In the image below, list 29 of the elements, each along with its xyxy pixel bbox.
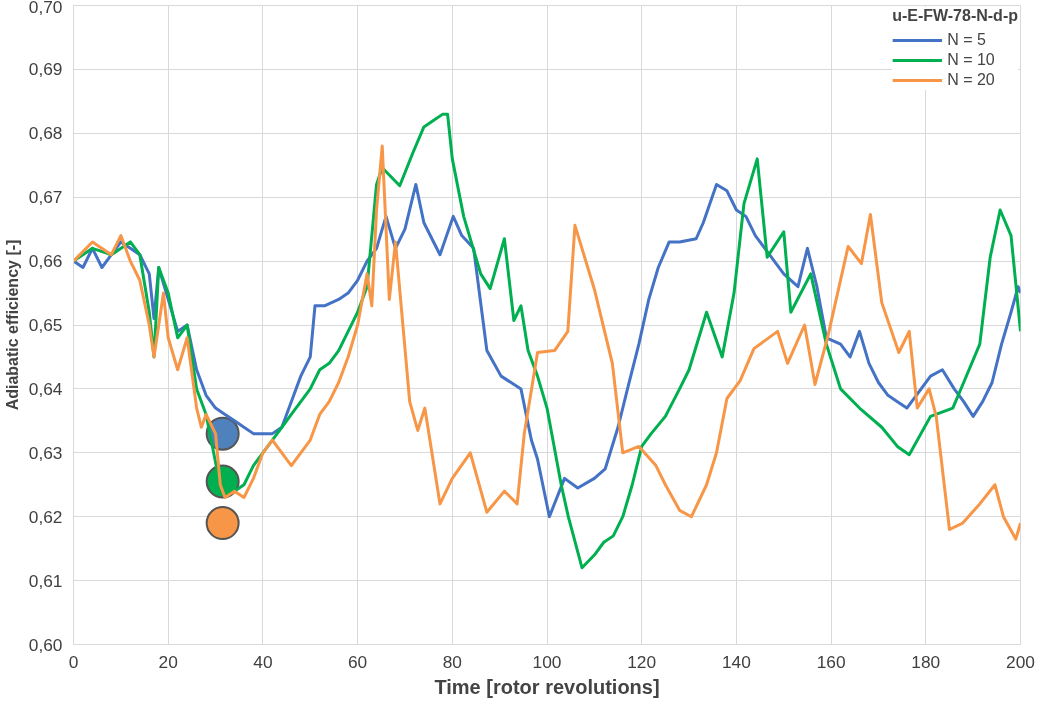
x-tick-label: 140 [721, 651, 751, 672]
y-tick-label: 0,64 [28, 378, 63, 399]
y-tick-label: 0,66 [28, 251, 63, 272]
x-tick-label: 200 [1006, 651, 1035, 672]
y-tick-label: 0,63 [28, 442, 63, 463]
y-tick-label: 0,68 [28, 123, 63, 144]
y-tick-label: 0,69 [28, 59, 63, 80]
x-tick-label: 0 [68, 651, 79, 672]
x-tick-label: 100 [532, 651, 562, 672]
y-tick-label: 0,62 [28, 506, 63, 527]
legend-label: N = 10 [947, 51, 995, 69]
y-axis-title: Adiabatic efficiency [-] [3, 239, 21, 411]
point [205, 506, 240, 541]
x-tick-label: 180 [911, 651, 941, 672]
x-axis-title: Time [rotor revolutions] [434, 675, 660, 698]
x-tick-label: 60 [347, 651, 368, 672]
y-tick-label: 0,70 [28, 0, 63, 17]
legend-title: u-E-FW-78-N-d-p [892, 7, 1018, 25]
y-tick-label: 0,65 [28, 315, 63, 335]
x-tick-label: 160 [816, 651, 846, 672]
x-tick-label: 40 [253, 651, 273, 672]
y-tick-label: 0,61 [28, 570, 63, 591]
x-tick-label: 80 [442, 651, 462, 672]
y-tick-label: 0,67 [28, 187, 63, 208]
y-tick-label: 0,60 [28, 634, 63, 655]
legend-label: N = 20 [947, 71, 995, 89]
legend-label: N = 5 [947, 31, 986, 49]
x-tick-label: 20 [158, 651, 178, 672]
x-tick-label: 120 [627, 651, 657, 672]
